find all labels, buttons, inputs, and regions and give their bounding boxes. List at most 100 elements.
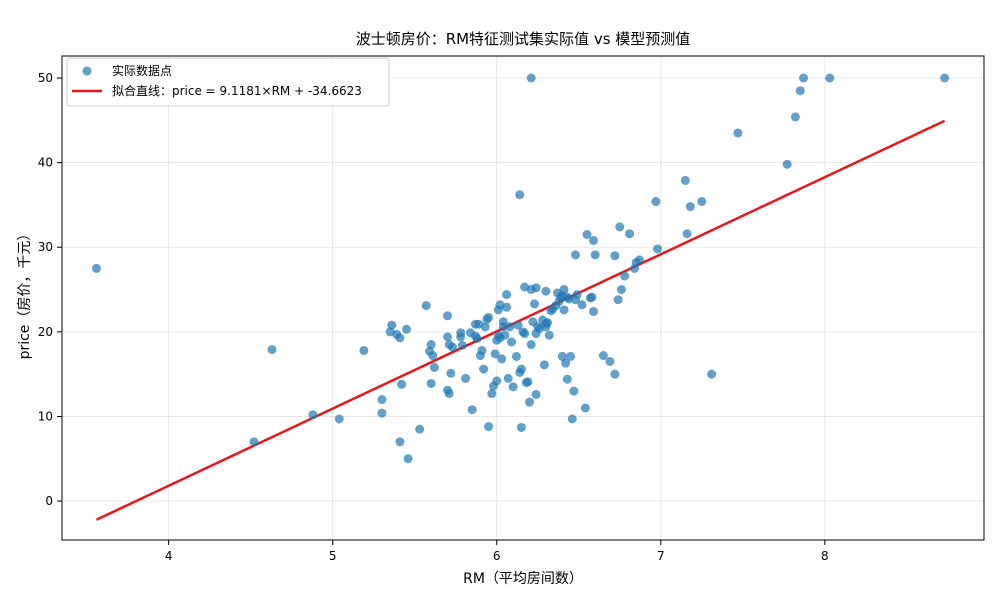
- y-tick-label-5: 50: [38, 71, 53, 85]
- data-point-42: [479, 364, 489, 374]
- data-point-74: [520, 329, 530, 339]
- data-point-127: [613, 295, 623, 305]
- data-point-71: [516, 422, 526, 432]
- chart-title: 波士顿房价：RM特征测试集实际值 vs 模型预测值: [356, 30, 691, 48]
- data-point-114: [572, 290, 582, 300]
- data-point-82: [529, 299, 539, 309]
- data-points-layer: [91, 73, 950, 464]
- y-axis-title: price（房价，千元）: [17, 227, 33, 360]
- data-point-138: [682, 229, 692, 239]
- data-point-11: [395, 333, 405, 343]
- data-point-140: [697, 197, 707, 207]
- data-point-109: [566, 351, 576, 361]
- data-point-126: [610, 369, 620, 379]
- data-point-125: [610, 251, 620, 261]
- data-point-144: [790, 112, 800, 122]
- data-point-32: [457, 340, 467, 350]
- y-tick-label-1: 10: [38, 409, 53, 423]
- data-point-76: [523, 377, 533, 387]
- data-point-0: [91, 263, 101, 273]
- y-tick-label-3: 30: [38, 240, 53, 254]
- data-point-15: [403, 454, 413, 464]
- data-point-1: [249, 437, 259, 447]
- data-point-122: [590, 250, 600, 260]
- legend-label-fit-line: 拟合直线：price = 9.1181×RM + -34.6623: [112, 83, 362, 98]
- fit-line-layer: [95, 119, 946, 521]
- data-point-31: [456, 332, 466, 342]
- y-tick-label-4: 40: [38, 156, 53, 170]
- data-point-130: [620, 271, 630, 281]
- data-point-78: [526, 73, 536, 83]
- data-point-63: [505, 322, 515, 332]
- data-point-77: [525, 397, 535, 407]
- data-point-9: [387, 320, 397, 330]
- data-point-43: [480, 322, 490, 332]
- x-axis-title: RM（平均房间数）: [463, 571, 583, 587]
- data-point-19: [426, 340, 436, 350]
- data-point-45: [484, 312, 494, 322]
- data-point-67: [513, 320, 523, 330]
- data-point-141: [707, 369, 717, 379]
- data-point-51: [492, 376, 502, 386]
- data-point-14: [402, 324, 412, 334]
- data-point-90: [541, 286, 551, 296]
- data-point-64: [507, 337, 517, 347]
- data-point-142: [733, 128, 743, 138]
- data-point-119: [587, 292, 597, 302]
- data-point-113: [570, 250, 580, 260]
- data-point-84: [531, 283, 541, 293]
- data-point-16: [415, 424, 425, 434]
- data-point-111: [569, 386, 579, 396]
- legend-scatter-marker: [82, 66, 92, 76]
- data-point-128: [615, 222, 625, 232]
- data-point-65: [508, 382, 518, 392]
- data-point-134: [634, 255, 644, 265]
- data-point-5: [359, 345, 369, 355]
- data-point-146: [799, 73, 809, 83]
- x-tick-label-3: 7: [657, 549, 665, 563]
- data-point-2: [267, 345, 277, 355]
- data-point-93: [543, 318, 553, 328]
- data-point-4: [334, 414, 344, 424]
- data-point-49: [490, 349, 500, 359]
- data-point-137: [680, 175, 690, 185]
- x-tick-label-4: 8: [821, 549, 829, 563]
- data-point-145: [795, 86, 805, 96]
- y-tick-label-0: 0: [45, 494, 53, 508]
- data-point-105: [561, 358, 571, 368]
- data-point-59: [500, 330, 510, 340]
- plot-frame: [61, 55, 985, 541]
- fit-line: [95, 119, 946, 521]
- data-point-120: [589, 235, 599, 245]
- data-point-6: [377, 395, 387, 405]
- data-point-3: [308, 410, 318, 420]
- data-point-68: [515, 190, 525, 200]
- data-point-103: [559, 305, 569, 315]
- data-point-70: [516, 364, 526, 374]
- data-point-124: [605, 356, 615, 366]
- data-point-102: [557, 351, 567, 361]
- data-point-123: [598, 351, 608, 361]
- legend-label-scatter: 实际数据点: [112, 63, 172, 78]
- data-point-27: [444, 389, 454, 399]
- data-point-12: [395, 437, 405, 447]
- data-point-136: [653, 244, 663, 254]
- x-tick-label-1: 5: [329, 549, 337, 563]
- data-point-46: [484, 422, 494, 432]
- data-point-110: [567, 414, 577, 424]
- x-tick-label-0: 4: [165, 549, 173, 563]
- data-point-108: [564, 294, 574, 304]
- data-point-104: [559, 285, 569, 295]
- data-point-28: [446, 368, 456, 378]
- y-tick-label-2: 20: [38, 325, 53, 339]
- data-point-85: [531, 389, 541, 399]
- data-point-17: [421, 301, 431, 311]
- data-point-7: [377, 408, 387, 418]
- data-point-148: [940, 73, 950, 83]
- data-point-20: [426, 378, 436, 388]
- data-point-38: [472, 334, 482, 344]
- data-point-33: [461, 373, 471, 383]
- data-point-35: [467, 405, 477, 415]
- data-point-147: [825, 73, 835, 83]
